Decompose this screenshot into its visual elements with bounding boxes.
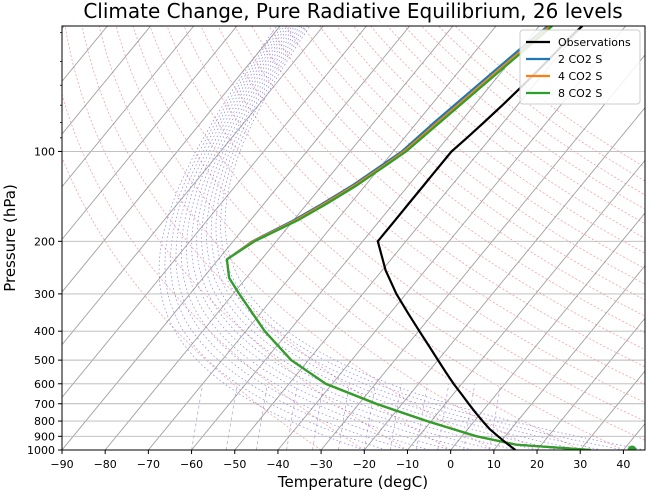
y-axis-label: Pressure (hPa)	[1, 184, 19, 292]
isotherm-line	[148, 26, 496, 450]
chart-title: Climate Change, Pure Radiative Equilibri…	[83, 0, 622, 23]
y-tick-label: 400	[34, 325, 55, 338]
x-tick-label: −30	[310, 458, 333, 471]
legend-label: 2 CO2 S	[558, 53, 602, 66]
legend-label: Observations	[558, 36, 631, 49]
mixing-ratio-line	[438, 384, 449, 450]
mixing-ratio-line	[287, 384, 298, 450]
legend: Observations 2 CO2 S 4 CO2 S 8 CO2 S	[520, 30, 640, 104]
y-tick-label: 600	[34, 378, 55, 391]
x-tick-label: −40	[266, 458, 289, 471]
x-tick-label: 0	[447, 458, 454, 471]
moist-adiabat-line	[192, 26, 494, 450]
mixing-ratio-line	[226, 384, 237, 450]
y-tick-label: 200	[34, 235, 55, 248]
x-axis-label: Temperature (degC)	[277, 473, 428, 491]
y-tick-label: 1000	[27, 444, 55, 457]
y-tick-label: 100	[34, 145, 55, 158]
x-tick-label: −70	[137, 458, 160, 471]
x-axis-ticks: −90 −80 −70 −60 −50 −40 −30 −20 −10 0 10 20 30 40	[50, 450, 630, 471]
x-tick-label: 40	[616, 458, 630, 471]
isotherm-line	[0, 26, 194, 450]
y-tick-label: 900	[34, 430, 55, 443]
x-tick-label: −20	[353, 458, 376, 471]
y-tick-label: 300	[34, 288, 55, 301]
x-tick-label: −80	[94, 458, 117, 471]
dry-adiabat-line	[31, 26, 321, 450]
moist-adiabat-line	[176, 26, 429, 450]
x-tick-label: 10	[487, 458, 501, 471]
x-tick-label: −50	[223, 458, 246, 471]
x-tick-label: −90	[50, 458, 73, 471]
y-tick-label: 800	[34, 415, 55, 428]
x-tick-label: −60	[180, 458, 203, 471]
y-tick-label: 700	[34, 398, 55, 411]
dry-adiabat-line	[82, 26, 451, 450]
legend-label: 8 CO2 S	[558, 87, 602, 100]
x-tick-label: 20	[530, 458, 544, 471]
x-tick-label: 30	[573, 458, 587, 471]
legend-label: 4 CO2 S	[558, 70, 602, 83]
moist-adiabat-line	[197, 26, 516, 450]
moist-adiabat-line	[181, 26, 450, 450]
dry-adiabat-line	[48, 26, 364, 450]
isotherm-line	[192, 26, 540, 450]
isotherm-line	[105, 26, 453, 450]
x-tick-label: −10	[396, 458, 419, 471]
moist-adiabat-line	[171, 26, 408, 450]
isotherm-line	[19, 26, 367, 450]
isotherm-line	[0, 26, 151, 450]
mixing-ratio-line	[364, 384, 375, 450]
mixing-ratio-line	[192, 384, 203, 450]
y-tick-label: 500	[34, 354, 55, 367]
